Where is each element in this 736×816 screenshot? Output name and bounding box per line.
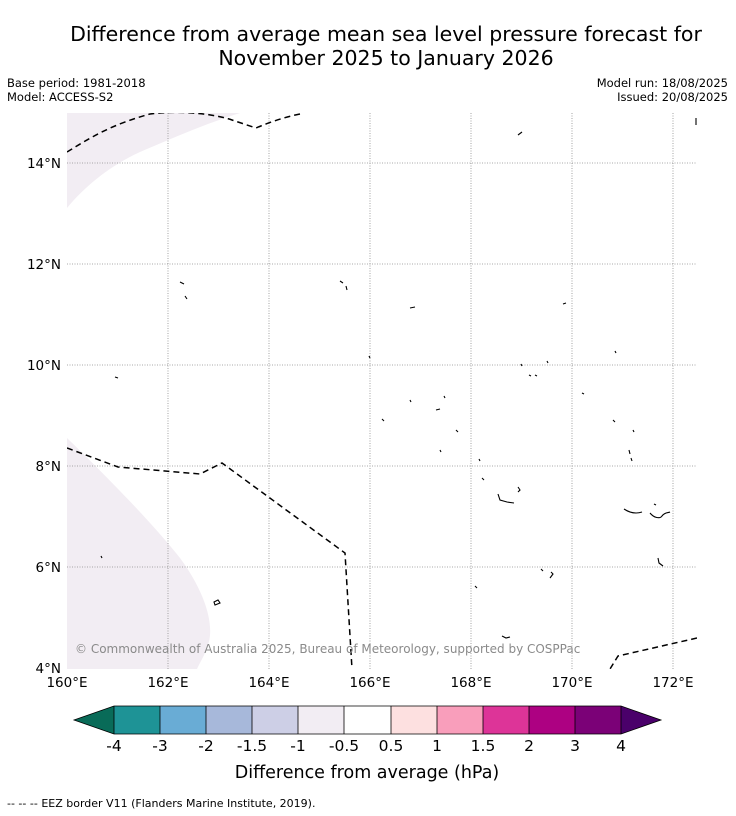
colorbar-tick: 1 (432, 737, 442, 755)
lon-label: 166°E (349, 675, 390, 691)
dashed-line-symbol: -- -- -- (7, 797, 38, 810)
colorbar: -4 -3 -2 -1.5 -1 -0.5 0.5 1 1.5 2 3 4 Di… (72, 705, 663, 783)
lat-label: 14°N (27, 156, 61, 172)
colorbar-tick: -3 (152, 737, 167, 755)
eez-border-southeast (609, 637, 697, 669)
islands (100, 118, 697, 639)
map-title: Difference from average mean sea level p… (0, 22, 736, 70)
island (409, 395, 446, 403)
eez-borders (67, 113, 697, 669)
island (562, 302, 567, 305)
copyright-notice: © Commonwealth of Australia 2025, Bureau… (75, 642, 580, 656)
longitude-labels: 160°E 162°E 164°E 166°E 168°E 170°E 172°… (46, 675, 693, 691)
lon-label: 172°E (652, 675, 693, 691)
colorbar-tick: -0.5 (329, 737, 359, 755)
island (179, 281, 188, 300)
island (114, 376, 119, 379)
colorbar-segment (575, 706, 621, 734)
colorbar-segment (344, 706, 391, 734)
colorbar-segment (437, 706, 483, 734)
metadata-right: Model run: 18/08/2025 Issued: 20/08/2025 (597, 76, 728, 104)
lon-label: 160°E (46, 675, 87, 691)
colorbar-tick: -2 (198, 737, 213, 755)
island (213, 599, 221, 606)
colorbar-arrow-high (621, 706, 661, 734)
colorbar-tick: -1 (290, 737, 305, 755)
eez-legend: -- -- -- EEZ border V11 (Flanders Marine… (7, 797, 315, 810)
island (455, 429, 459, 433)
eez-legend-text: EEZ border V11 (Flanders Marine Institut… (41, 797, 316, 810)
island (657, 557, 664, 567)
island (614, 350, 617, 354)
island (381, 418, 385, 422)
lat-label: 6°N (36, 560, 61, 576)
island (339, 280, 348, 291)
colorbar-segment (529, 706, 575, 734)
latitude-labels: 14°N 12°N 10°N 8°N 6°N 4°N (27, 156, 61, 677)
colorbar-segment (160, 706, 206, 734)
colorbar-segment (252, 706, 298, 734)
lat-label: 4°N (36, 661, 61, 677)
base-period-text: Base period: 1981-2018 (7, 76, 146, 90)
model-run-text: Model run: 18/08/2025 (596, 76, 728, 90)
island (653, 503, 657, 506)
title-line-1: Difference from average mean sea level p… (70, 22, 702, 46)
island (481, 477, 485, 481)
island (540, 568, 554, 579)
island (517, 131, 523, 136)
island (623, 508, 643, 514)
island (435, 408, 441, 411)
lat-label: 12°N (27, 257, 61, 273)
colorbar-segment (298, 706, 344, 734)
colorbar-tick: 1.5 (471, 737, 496, 755)
island (520, 360, 549, 367)
colorbar-tick: 3 (570, 737, 580, 755)
map-area: © Commonwealth of Australia 2025, Bureau… (67, 113, 697, 669)
lon-label: 164°E (248, 675, 289, 691)
colorbar-segment (391, 706, 437, 734)
model-text: Model: ACCESS-S2 (7, 90, 114, 104)
colorbar-tick: 0.5 (379, 737, 404, 755)
colorbar-tick: -1.5 (237, 737, 267, 755)
colorbar-label: Difference from average (hPa) (235, 763, 500, 783)
island (612, 419, 635, 433)
colorbar-tick: 4 (616, 737, 626, 755)
island (368, 355, 371, 359)
title-line-2: November 2025 to January 2026 (218, 46, 554, 70)
island (501, 635, 511, 639)
lat-label: 10°N (27, 358, 61, 374)
island (497, 493, 515, 504)
eez-border-south (67, 447, 353, 669)
lon-label: 162°E (147, 675, 188, 691)
island (100, 555, 103, 559)
island (517, 486, 521, 493)
island (528, 374, 538, 377)
island (628, 449, 633, 462)
pressure-anomaly-region-south (67, 438, 211, 669)
pressure-anomaly-region-north (67, 113, 240, 208)
island (581, 392, 585, 395)
lat-label: 8°N (36, 459, 61, 475)
island (409, 306, 416, 309)
island (474, 585, 478, 589)
lon-label: 170°E (551, 675, 592, 691)
colorbar-arrow-low (74, 706, 114, 734)
graticule (67, 113, 697, 669)
colorbar-segment (206, 706, 252, 734)
metadata-left: Base period: 1981-2018 Model: ACCESS-S2 (7, 76, 146, 104)
issued-text: Issued: 20/08/2025 (617, 90, 728, 104)
colorbar-tick: -4 (106, 737, 121, 755)
colorbar-segment (114, 706, 160, 734)
island (439, 449, 481, 462)
lon-label: 168°E (450, 675, 491, 691)
colorbar-tick: 2 (524, 737, 534, 755)
colorbar-segment (483, 706, 529, 734)
island (649, 511, 671, 519)
